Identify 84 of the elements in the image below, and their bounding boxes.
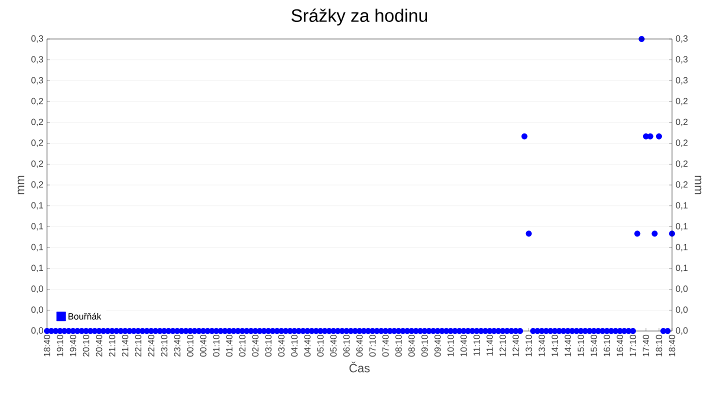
x-tick-label: 09:10 [421, 334, 428, 357]
x-tick-label: 23:10 [161, 334, 168, 357]
x-tick-label: 12:40 [512, 334, 519, 356]
y2-tick-label: 0,1 [676, 264, 688, 272]
x-tick-label: 08:10 [395, 334, 402, 357]
y-tick-label: 0,2 [31, 181, 44, 189]
y-tick-label: 0,1 [31, 264, 44, 272]
y-tick-label: 0,1 [31, 244, 44, 252]
x-tick-label: 01:40 [226, 334, 232, 357]
legend-label: Bouřňák [68, 312, 102, 320]
y-tick-label: 0,2 [31, 160, 44, 168]
y-tick-label: 0,0 [31, 327, 44, 335]
x-tick-label: 23:40 [174, 334, 180, 357]
y2-tick-label: 0,2 [676, 118, 688, 126]
y2-tick-label: 0,3 [676, 77, 688, 84]
y-tick-label: 0,1 [31, 223, 44, 230]
x-tick-label: 18:40 [668, 334, 676, 356]
x-tick-label: 07:10 [369, 334, 376, 357]
x-tick-label: 21:40 [122, 334, 128, 357]
x-tick-label: 10:40 [460, 334, 467, 356]
x-tick-label: 04:10 [291, 334, 298, 357]
y2-tick-label: 0,1 [676, 223, 688, 230]
y-tick-label: 0,3 [31, 77, 44, 84]
y-tick-label: 0,2 [31, 98, 44, 106]
x-tick-label: 10:10 [447, 334, 454, 356]
y2-tick-label: 0,1 [676, 244, 688, 252]
x-tick-label: 09:40 [434, 334, 441, 357]
x-tick-label: 16:10 [604, 334, 610, 356]
x-tick-label: 20:10 [82, 334, 90, 357]
x-tick-label: 17:40 [642, 334, 650, 356]
y2-tick-label: 0,2 [676, 140, 688, 147]
x-tick-label: 11:10 [474, 334, 480, 356]
y2-tick-label: 0,0 [676, 327, 688, 335]
x-tick-label: 14:40 [564, 334, 572, 356]
y2-tick-label: 0,3 [676, 56, 688, 64]
y-tick-label: 0,2 [31, 118, 44, 126]
x-tick-label: 15:10 [578, 334, 584, 356]
x-tick-label: 21:10 [108, 334, 116, 357]
x-tick-label: 12:10 [500, 334, 506, 356]
x-tick-label: 17:10 [630, 334, 636, 356]
x-tick-label: 19:40 [70, 334, 76, 356]
x-tick-label: 15:40 [590, 334, 598, 356]
x-tick-label: 20:40 [96, 334, 102, 357]
y2-tick-label: 0,0 [676, 306, 688, 314]
x-tick-label: 13:10 [526, 334, 532, 356]
y-tick-label: 0,0 [31, 286, 44, 293]
y2-axis-title: mm [694, 176, 702, 194]
y-tick-label: 0,3 [31, 56, 44, 64]
y2-tick-label: 0,2 [676, 160, 688, 168]
y2-tick-label: 0,2 [676, 98, 688, 106]
y2-tick-label: 0,2 [676, 181, 688, 189]
x-tick-label: 16:40 [616, 334, 624, 356]
y-tick-label: 0,1 [31, 202, 44, 210]
x-tick-label: 03:40 [278, 334, 285, 357]
x-tick-label: 22:40 [148, 334, 154, 357]
x-tick-label: 00:40 [200, 334, 206, 357]
x-tick-label: 05:10 [317, 334, 324, 357]
x-tick-label: 11:40 [486, 334, 493, 356]
x-tick-label: 03:10 [265, 334, 272, 357]
y-tick-label: 0,3 [31, 35, 44, 43]
x-tick-label: 00:10 [187, 334, 194, 357]
y-axis-title: mm [18, 176, 24, 194]
x-tick-label: 02:10 [239, 334, 246, 357]
x-axis-title: Čas [349, 362, 370, 372]
y2-tick-label: 0,0 [676, 286, 688, 293]
y2-tick-label: 0,1 [676, 202, 688, 210]
y-tick-label: 0,2 [31, 140, 44, 147]
y-tick-label: 0,0 [31, 306, 44, 314]
y2-tick-label: 0,3 [676, 35, 688, 43]
x-tick-label: 04:40 [304, 334, 311, 357]
x-tick-label: 06:10 [343, 334, 350, 357]
x-tick-label: 02:40 [252, 334, 259, 357]
x-tick-label: 05:40 [330, 334, 337, 357]
x-tick-label: 19:10 [56, 334, 64, 356]
x-tick-label: 07:40 [382, 334, 389, 357]
chart-title: Srážky za hodinu [292, 8, 428, 26]
x-tick-label: 22:10 [134, 334, 142, 357]
x-tick-label: 06:40 [356, 334, 363, 357]
x-tick-label: 13:40 [538, 334, 545, 356]
x-tick-label: 18:10 [656, 334, 662, 356]
x-tick-label: 01:10 [213, 334, 220, 357]
x-tick-label: 08:40 [408, 334, 415, 357]
x-tick-label: 18:40 [44, 334, 50, 356]
x-tick-label: 14:10 [552, 334, 558, 356]
